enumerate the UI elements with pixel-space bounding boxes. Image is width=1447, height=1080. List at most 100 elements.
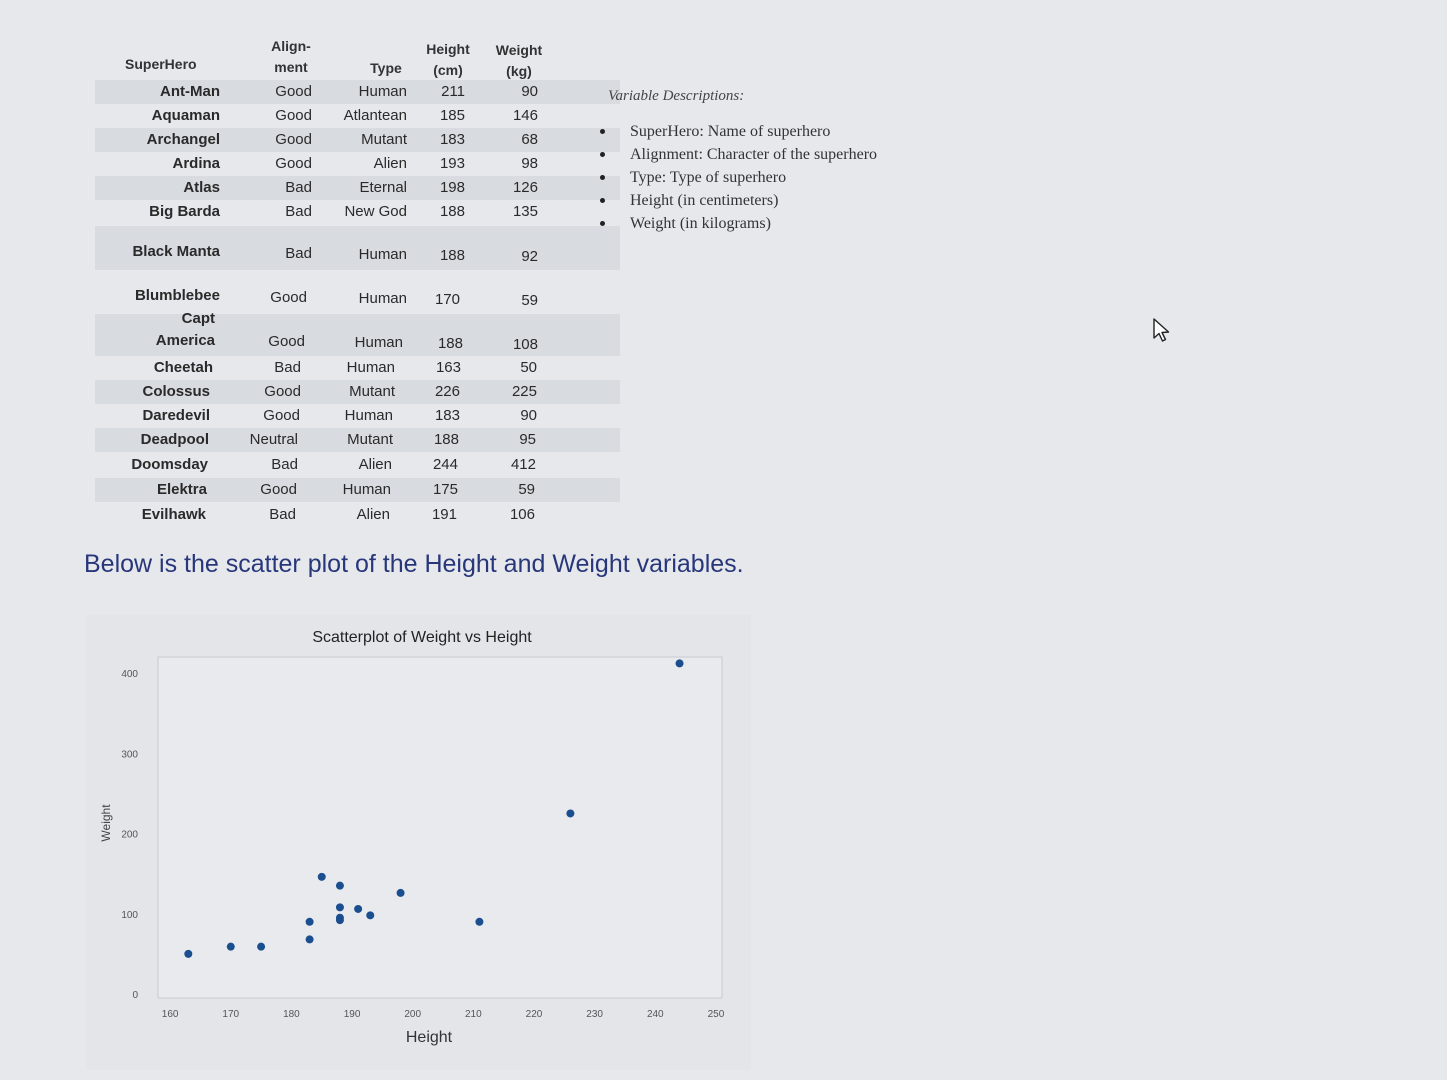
cell-alignment: Good: [270, 289, 307, 306]
x-tick-label: 180: [283, 1009, 300, 1020]
scatter-point: [675, 659, 684, 668]
bullet-icon: [600, 221, 605, 226]
cell-height: 183: [434, 407, 460, 424]
header-alignment-line1: Align-: [271, 38, 311, 54]
y-axis-ticks: 0 100 200 300 400: [121, 669, 138, 1001]
table-row: Colossus Good Mutant 226 225: [95, 380, 620, 404]
header-weight-line1: Weight: [495, 42, 543, 58]
table-row: Aquaman Good Atlantean 185 146: [95, 104, 620, 128]
header-weight: Weight (kg): [488, 40, 550, 82]
table-row: Blumblebee Good Human 170 59: [95, 270, 620, 314]
table-row: Capt America Good Human 188 108: [95, 310, 620, 356]
cell-weight: 108: [512, 336, 538, 353]
scatter-point: [317, 872, 326, 881]
y-tick-label: 300: [121, 749, 138, 760]
cell-alignment: Good: [275, 107, 312, 124]
cell-alignment: Bad: [271, 456, 298, 473]
x-axis-label: Height: [406, 1029, 453, 1046]
header-weight-line2: (kg): [506, 63, 532, 79]
cell-alignment: Bad: [285, 245, 312, 262]
cell-type: New God: [344, 203, 407, 220]
table-row: Ant-Man Good Human 211 90: [95, 80, 620, 104]
scatter-chart: Scatterplot of Weight vs Height 0 100 200 3…: [99, 629, 725, 1046]
cell-type: Human: [342, 481, 391, 498]
table-row: Elektra Good Human 175 59: [95, 478, 620, 502]
x-tick-label: 190: [344, 1009, 361, 1020]
x-axis-ticks: 160 170 180 190 200 210 220 230 240 250: [162, 1009, 725, 1020]
table-row: Evilhawk Bad Alien 191 106: [95, 503, 620, 527]
cell-weight: 95: [519, 431, 536, 448]
cell-alignment: Bad: [274, 359, 301, 376]
bullet-icon: [600, 152, 605, 157]
cell-type: Human: [358, 246, 407, 263]
bullet-icon: [600, 198, 605, 203]
cell-height: 163: [435, 359, 461, 376]
cell-height: 183: [439, 131, 465, 148]
cell-type: Mutant: [349, 383, 395, 400]
y-axis-label: Weight: [99, 804, 113, 842]
cell-weight: 90: [520, 407, 537, 424]
x-tick-label: 240: [647, 1009, 664, 1020]
cell-weight: 50: [520, 359, 537, 376]
cell-weight: 90: [521, 83, 538, 100]
scatter-point: [475, 917, 484, 926]
scatter-point: [335, 903, 344, 912]
header-height-line1: Height: [426, 41, 470, 57]
cell-type: Human: [344, 407, 393, 424]
cell-height: 198: [439, 179, 465, 196]
list-item: Height (in centimeters): [600, 189, 877, 212]
cell-height: 226: [434, 383, 460, 400]
cell-name: America: [155, 332, 215, 349]
cell-type: Eternal: [359, 179, 407, 196]
scatter-point: [354, 904, 363, 913]
cell-name: Elektra: [156, 481, 207, 498]
list-item-text: Alignment: Character of the superhero: [630, 146, 878, 163]
scatter-point: [226, 942, 235, 951]
cell-name-line1: Capt: [181, 310, 215, 327]
scatter-point: [335, 913, 344, 922]
cell-alignment: Good: [275, 83, 312, 100]
cell-weight: 146: [512, 107, 538, 124]
cell-weight: 135: [512, 203, 538, 220]
cell-alignment: Bad: [285, 203, 312, 220]
cell-alignment: Good: [268, 333, 305, 350]
cell-weight: 68: [521, 131, 538, 148]
cell-type: Mutant: [347, 431, 393, 448]
cell-alignment: Neutral: [249, 431, 298, 448]
scatter-point: [366, 911, 375, 920]
x-tick-label: 170: [222, 1009, 239, 1020]
cell-type: Mutant: [361, 131, 407, 148]
cell-alignment: Good: [275, 131, 312, 148]
cell-weight: 106: [509, 506, 535, 523]
scatter-point: [396, 888, 405, 897]
table-row: Daredevil Good Human 183 90: [95, 404, 620, 428]
cell-alignment: Bad: [285, 179, 312, 196]
scatter-caption: Below is the scatter plot of the Height …: [84, 550, 744, 578]
cell-height: 170: [434, 291, 460, 308]
cell-height: 188: [437, 335, 463, 352]
cell-height: 193: [439, 155, 465, 172]
list-item-text: Weight (in kilograms): [630, 215, 771, 232]
cell-type: Atlantean: [343, 107, 407, 124]
cell-name: Ardina: [172, 155, 220, 172]
x-tick-label: 250: [708, 1009, 725, 1020]
y-tick-label: 200: [121, 830, 138, 841]
cell-height: 191: [431, 506, 457, 523]
cell-name: Blumblebee: [134, 287, 220, 304]
cell-name: Atlas: [183, 179, 220, 196]
variable-descriptions-list: SuperHero: Name of superhero Alignment: …: [600, 120, 877, 235]
cell-type: Human: [346, 359, 395, 376]
table-row: Deadpool Neutral Mutant 188 95: [95, 428, 620, 452]
scatter-point: [305, 917, 314, 926]
list-item-text: Type: Type of superhero: [630, 169, 787, 186]
cell-height: 188: [439, 247, 465, 264]
cell-name: Archangel: [146, 131, 220, 148]
scatter-points: [184, 659, 684, 958]
cell-height: 188: [433, 431, 459, 448]
table-row: Archangel Good Mutant 183 68: [95, 128, 620, 152]
cell-name: Deadpool: [140, 431, 209, 448]
cell-name: Doomsday: [131, 456, 208, 473]
cell-alignment: Bad: [269, 506, 296, 523]
list-item: Alignment: Character of the superhero: [600, 143, 877, 166]
